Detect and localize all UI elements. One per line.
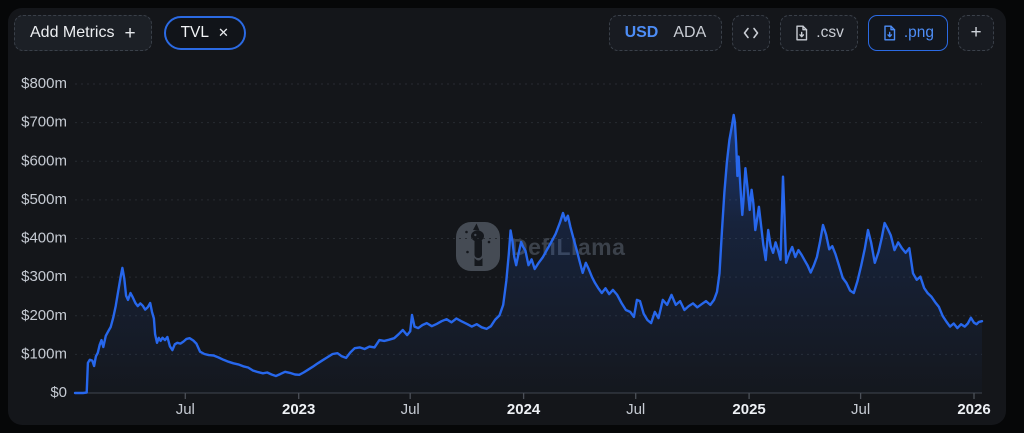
y-tick-label: $600m [21,152,67,169]
chart-toolbar: Add Metrics + TVL ✕ USD ADA [8,8,1006,51]
plus-icon: + [970,22,982,43]
toolbar-left-group: Add Metrics + TVL ✕ [14,15,246,51]
y-tick-label: $100m [21,345,67,362]
tvl-chip-label: TVL [180,24,210,41]
axis-layer: $0 $100m $200m $300m $400m $500m $600m $700m $80… [21,75,991,418]
close-icon[interactable]: ✕ [218,25,229,40]
x-tick-label: 2023 [282,401,315,418]
tvl-line [73,113,984,395]
y-tick-label: $400m [21,229,67,246]
file-download-icon [796,25,808,41]
export-csv-button[interactable]: .csv [780,15,858,51]
more-options-button[interactable]: + [958,15,994,51]
x-tick-label: 2026 [957,401,990,418]
embed-button[interactable] [732,15,771,51]
export-csv-label: .csv [816,24,844,41]
y-tick-label: $200m [21,307,67,324]
y-tick-label: $0 [50,384,67,401]
x-tick-label: 2025 [732,401,765,418]
x-tick-label: Jul [401,401,420,418]
currency-toggle: USD ADA [608,15,723,51]
y-tick-label: $800m [21,75,67,92]
x-tick-label: Jul [176,401,195,418]
export-png-label: .png [903,24,934,41]
x-tick-label: 2024 [507,401,541,418]
tvl-area-fill [75,114,982,394]
y-tick-label: $300m [21,268,67,285]
toolbar-right-group: USD ADA .csv [608,15,994,51]
tvl-area-chart[interactable]: $0 $100m $200m $300m $400m $500m $600m $700m $80… [8,8,1006,425]
tvl-metric-chip[interactable]: TVL ✕ [163,16,246,50]
plus-icon: + [124,22,136,44]
file-download-icon [884,25,896,41]
export-png-button[interactable]: .png [867,15,948,51]
x-tick-label: Jul [851,401,870,418]
x-tick-label: Jul [626,401,645,418]
series-layer [73,113,984,395]
code-embed-icon [743,27,759,39]
add-metrics-button[interactable]: Add Metrics + [14,15,152,51]
currency-option-usd[interactable]: USD [624,24,659,41]
y-tick-label: $700m [21,114,67,131]
currency-option-ada[interactable]: ADA [673,24,707,41]
add-metrics-label: Add Metrics [30,24,115,41]
y-tick-label: $500m [21,191,67,208]
chart-card: Add Metrics + TVL ✕ USD ADA [8,8,1006,425]
